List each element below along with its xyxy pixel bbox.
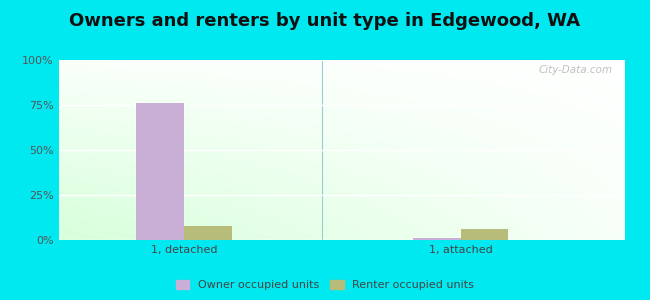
Text: City-Data.com: City-Data.com [539,65,613,75]
Legend: Owner occupied units, Renter occupied units: Owner occupied units, Renter occupied un… [171,275,479,294]
Bar [136,103,184,240]
Bar [461,229,508,240]
Text: Owners and renters by unit type in Edgewood, WA: Owners and renters by unit type in Edgew… [70,12,580,30]
Bar [413,238,461,240]
Bar [184,226,232,240]
